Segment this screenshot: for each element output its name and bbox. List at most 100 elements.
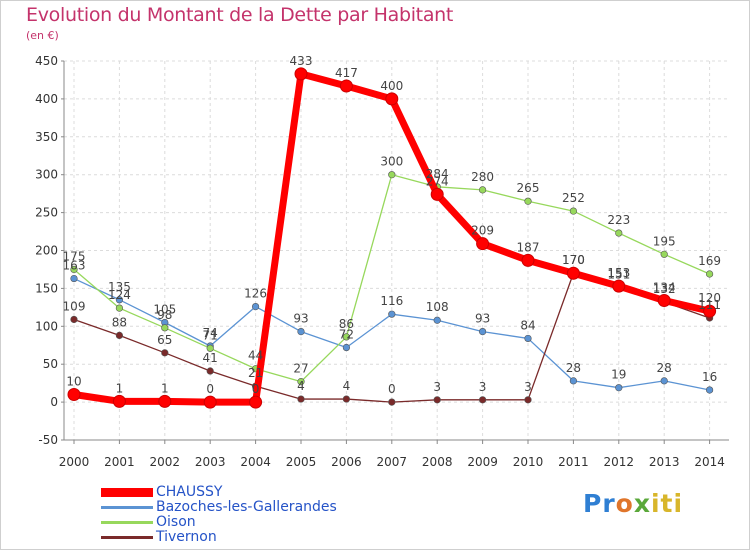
data-label-tivernon: 21 [248,366,263,380]
data-label-bazoches-les-gallerandes: 126 [244,287,267,301]
y-tick-label: 0 [50,395,58,409]
data-point-bazoches-les-gallerandes [615,384,623,392]
x-tick-label: 2001 [104,455,135,469]
data-point-chaussy [612,279,626,293]
data-point-oison [70,265,78,274]
data-point-bazoches-les-gallerandes [569,377,578,385]
data-point-tivernon [342,395,351,403]
data-label-chaussy: 187 [517,240,540,254]
proxiti-logo: Proxiti [583,489,683,518]
data-point-chaussy [249,395,263,409]
data-label-oison: 27 [293,362,308,376]
legend-label-bazoches: Bazoches-les-Gallerandes [156,499,337,515]
x-tick-label: 2000 [59,455,90,469]
y-tick-label: 50 [43,357,58,371]
data-label-tivernon: 111 [698,298,721,312]
data-point-oison [479,186,487,194]
data-point-oison [342,333,351,341]
data-point-tivernon [388,398,396,406]
data-point-chaussy [521,253,535,267]
y-tick-label: 400 [35,92,58,106]
legend-label-oison: Oison [156,514,196,530]
data-label-oison: 175 [63,249,86,263]
legend-swatch-oison [101,521,153,524]
data-label-tivernon: 4 [343,379,351,393]
data-point-bazoches-les-gallerandes [479,328,487,336]
data-label-oison: 284 [426,167,449,181]
data-point-chaussy [657,294,671,308]
data-point-bazoches-les-gallerandes [705,386,714,394]
data-point-bazoches-les-gallerandes [70,274,78,283]
x-tick-label: 2010 [513,455,544,469]
data-label-tivernon: 151 [607,268,630,282]
data-point-tivernon [206,367,214,375]
data-label-bazoches-les-gallerandes: 84 [520,318,535,332]
data-point-tivernon [479,396,487,404]
data-point-bazoches-les-gallerandes [342,343,351,352]
data-point-oison [115,304,123,312]
x-tick-label: 2004 [240,455,271,469]
data-label-tivernon: 3 [524,380,532,394]
data-point-chaussy [67,388,81,402]
data-label-bazoches-les-gallerandes: 74 [203,326,218,340]
data-label-bazoches-les-gallerandes: 116 [380,294,403,308]
data-point-chaussy [203,395,217,409]
legend-label-tivernon: Tivernon [156,529,217,545]
y-tick-label: 200 [35,244,58,258]
data-label-oison: 44 [248,349,263,363]
data-point-chaussy [430,187,444,201]
data-point-oison [705,270,714,278]
logo-part-3: x [633,489,651,518]
data-label-oison: 98 [157,308,172,322]
x-tick-label: 2008 [422,455,453,469]
logo-part-2: o [615,489,634,518]
data-label-oison: 71 [203,328,218,342]
data-point-chaussy [158,394,172,408]
data-label-chaussy: 1 [116,381,124,395]
data-label-oison: 86 [339,317,354,331]
data-label-tivernon: 41 [203,351,218,365]
data-point-oison [206,344,214,352]
data-point-chaussy [476,237,490,251]
x-tick-label: 2003 [195,455,226,469]
data-label-bazoches-les-gallerandes: 72 [339,328,354,342]
data-label-bazoches-les-gallerandes: 135 [108,280,131,294]
data-label-tivernon: 3 [433,380,441,394]
x-tick-label: 2005 [286,455,317,469]
logo-part-4: iti [650,489,684,518]
data-label-tivernon: 4 [297,379,305,393]
data-label-chaussy: 0 [252,382,260,396]
data-label-chaussy: 400 [380,79,403,93]
data-label-oison: 300 [380,155,403,169]
data-point-oison [388,171,396,179]
data-label-chaussy: 1 [161,381,169,395]
data-point-bazoches-les-gallerandes [252,302,260,311]
data-label-oison: 223 [607,213,630,227]
y-tick-label: 300 [35,168,58,182]
data-label-chaussy: 417 [335,66,358,80]
x-tick-label: 2009 [467,455,498,469]
data-point-chaussy [112,394,126,408]
data-label-chaussy: 433 [290,54,313,68]
data-label-bazoches-les-gallerandes: 108 [426,300,449,314]
x-tick-label: 2006 [331,455,362,469]
data-label-bazoches-les-gallerandes: 105 [153,303,176,317]
data-label-tivernon: 3 [479,380,487,394]
data-point-tivernon [115,331,123,339]
data-point-tivernon [70,315,78,324]
data-point-chaussy [339,79,353,93]
data-point-oison [161,324,169,332]
x-tick-label: 2002 [150,455,181,469]
data-point-chaussy [703,304,717,318]
data-point-oison [569,207,578,215]
legend-swatch-chaussy [101,488,153,497]
data-label-oison: 252 [562,191,585,205]
data-label-tivernon: 109 [63,299,86,313]
y-tick-label: 150 [35,281,58,295]
data-point-oison [524,197,532,205]
legend-swatch-tivernon [101,536,153,539]
data-point-tivernon [297,395,305,403]
data-point-bazoches-les-gallerandes [388,310,396,318]
